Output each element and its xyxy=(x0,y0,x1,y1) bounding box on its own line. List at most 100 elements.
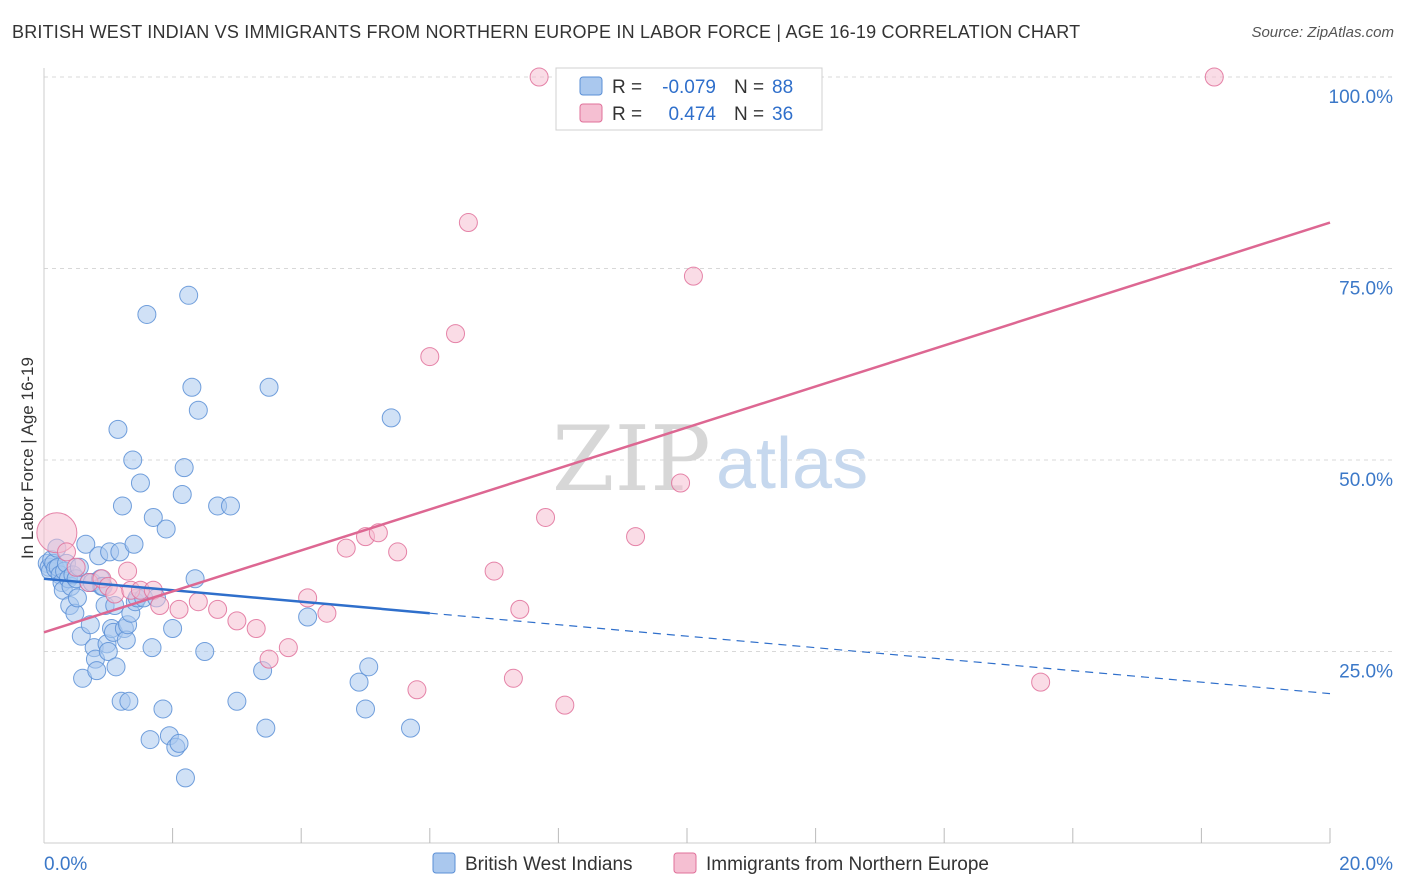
series-swatch-northern-europe xyxy=(673,852,697,874)
point-northern-europe xyxy=(1204,67,1224,87)
point-northern-europe xyxy=(227,611,247,631)
point-northern-europe xyxy=(208,599,228,619)
point-british-west-indians xyxy=(256,718,276,738)
point-british-west-indians xyxy=(119,691,139,711)
tick-labels: 25.0% 50.0% 75.0% 100.0% 0.0% 20.0% xyxy=(44,87,1393,875)
point-british-west-indians xyxy=(195,642,215,661)
point-british-west-indians xyxy=(188,400,208,420)
point-british-west-indians xyxy=(359,657,379,677)
point-northern-europe xyxy=(105,584,125,604)
series-swatch-british-west-indians xyxy=(432,852,456,874)
point-northern-europe xyxy=(388,542,408,562)
point-northern-europe xyxy=(278,638,298,658)
point-british-west-indians xyxy=(124,534,144,554)
point-british-west-indians xyxy=(356,699,375,719)
point-british-west-indians xyxy=(169,733,189,753)
point-british-west-indians xyxy=(98,642,118,661)
point-british-west-indians xyxy=(174,458,194,478)
point-british-west-indians xyxy=(76,534,96,554)
y-tick-label: 50.0% xyxy=(1339,470,1393,491)
legend-n-value-2: 36 xyxy=(772,104,793,125)
point-northern-europe xyxy=(57,542,77,562)
y-tick-label: 25.0% xyxy=(1339,662,1393,683)
point-british-west-indians xyxy=(179,285,199,305)
point-northern-europe xyxy=(536,507,556,527)
point-british-west-indians xyxy=(156,519,176,539)
point-british-west-indians xyxy=(172,484,192,504)
point-northern-europe xyxy=(66,557,86,577)
point-northern-europe xyxy=(446,324,466,344)
point-british-west-indians xyxy=(106,657,126,677)
series-label-british-west-indians: British West Indians xyxy=(465,854,633,875)
point-british-west-indians xyxy=(142,638,162,658)
point-northern-europe xyxy=(626,527,646,547)
point-british-west-indians xyxy=(220,496,240,516)
gridlines xyxy=(44,76,1394,652)
point-british-west-indians xyxy=(259,377,279,397)
y-tick-label: 75.0% xyxy=(1339,279,1393,300)
point-northern-europe xyxy=(259,649,279,669)
correlation-legend: R = -0.079 N = 88 R = 0.474 N = 36 xyxy=(555,67,823,131)
point-northern-europe xyxy=(336,538,356,558)
legend-swatch-pink xyxy=(579,103,603,123)
point-northern-europe xyxy=(458,213,478,233)
point-northern-europe xyxy=(510,599,530,619)
legend-r-value-2: 0.474 xyxy=(668,104,716,125)
x-tick-label-min: 0.0% xyxy=(44,854,87,875)
point-northern-europe xyxy=(188,592,208,612)
point-british-west-indians xyxy=(143,507,163,527)
legend-r-value-1: -0.079 xyxy=(662,77,716,98)
axes xyxy=(43,68,1331,844)
chart-title: BRITISH WEST INDIAN VS IMMIGRANTS FROM N… xyxy=(12,22,1081,42)
legend-r-label-1: R = xyxy=(612,77,642,98)
point-northern-europe xyxy=(420,347,440,367)
point-british-west-indians xyxy=(140,730,160,750)
point-british-west-indians xyxy=(401,718,421,738)
point-northern-europe xyxy=(1031,672,1051,692)
trend-lines xyxy=(43,221,1331,695)
point-northern-europe xyxy=(118,561,138,581)
point-british-west-indians xyxy=(130,473,150,493)
point-northern-europe xyxy=(671,473,691,493)
watermark-zip: ZIP xyxy=(552,407,711,512)
point-northern-europe xyxy=(683,266,703,286)
point-british-west-indians xyxy=(298,607,318,627)
y-axis-label: In Labor Force | Age 16-19 xyxy=(18,357,37,559)
point-british-west-indians xyxy=(227,691,247,711)
legend-r-label-2: R = xyxy=(612,104,642,125)
point-british-west-indians xyxy=(349,672,369,692)
legend-swatch-blue xyxy=(579,76,603,96)
point-british-west-indians xyxy=(163,619,183,639)
legend-n-value-1: 88 xyxy=(772,77,793,98)
point-british-west-indians xyxy=(137,304,157,324)
legend-n-label-1: N = xyxy=(734,77,764,98)
trend-line-northern-europe xyxy=(43,221,1331,634)
trend-line-british-west-indians xyxy=(43,577,430,615)
point-british-west-indians xyxy=(182,377,202,397)
point-northern-europe xyxy=(317,603,337,623)
x-tick-label-max: 20.0% xyxy=(1339,854,1393,875)
data-points xyxy=(36,67,1224,788)
point-british-west-indians xyxy=(108,419,128,439)
point-northern-europe xyxy=(503,668,523,688)
point-northern-europe xyxy=(169,599,189,619)
point-british-west-indians xyxy=(87,661,107,681)
point-british-west-indians xyxy=(123,450,143,470)
point-northern-europe xyxy=(298,588,318,608)
series-label-northern-europe: Immigrants from Northern Europe xyxy=(706,854,989,875)
point-northern-europe xyxy=(529,67,549,87)
point-northern-europe xyxy=(150,596,170,616)
series-legend: British West Indians Immigrants from Nor… xyxy=(432,852,989,875)
trend-line-british-west-indians-projection xyxy=(429,612,1331,695)
point-british-west-indians xyxy=(67,588,87,608)
point-northern-europe xyxy=(246,619,266,639)
point-northern-europe xyxy=(555,695,575,715)
point-british-west-indians xyxy=(381,408,401,428)
point-northern-europe xyxy=(484,561,504,581)
point-british-west-indians xyxy=(153,699,173,719)
point-northern-europe xyxy=(407,680,427,700)
point-british-west-indians xyxy=(175,768,195,788)
legend-n-label-2: N = xyxy=(734,104,764,125)
source-label: Source: ZipAtlas.com xyxy=(1251,24,1394,41)
